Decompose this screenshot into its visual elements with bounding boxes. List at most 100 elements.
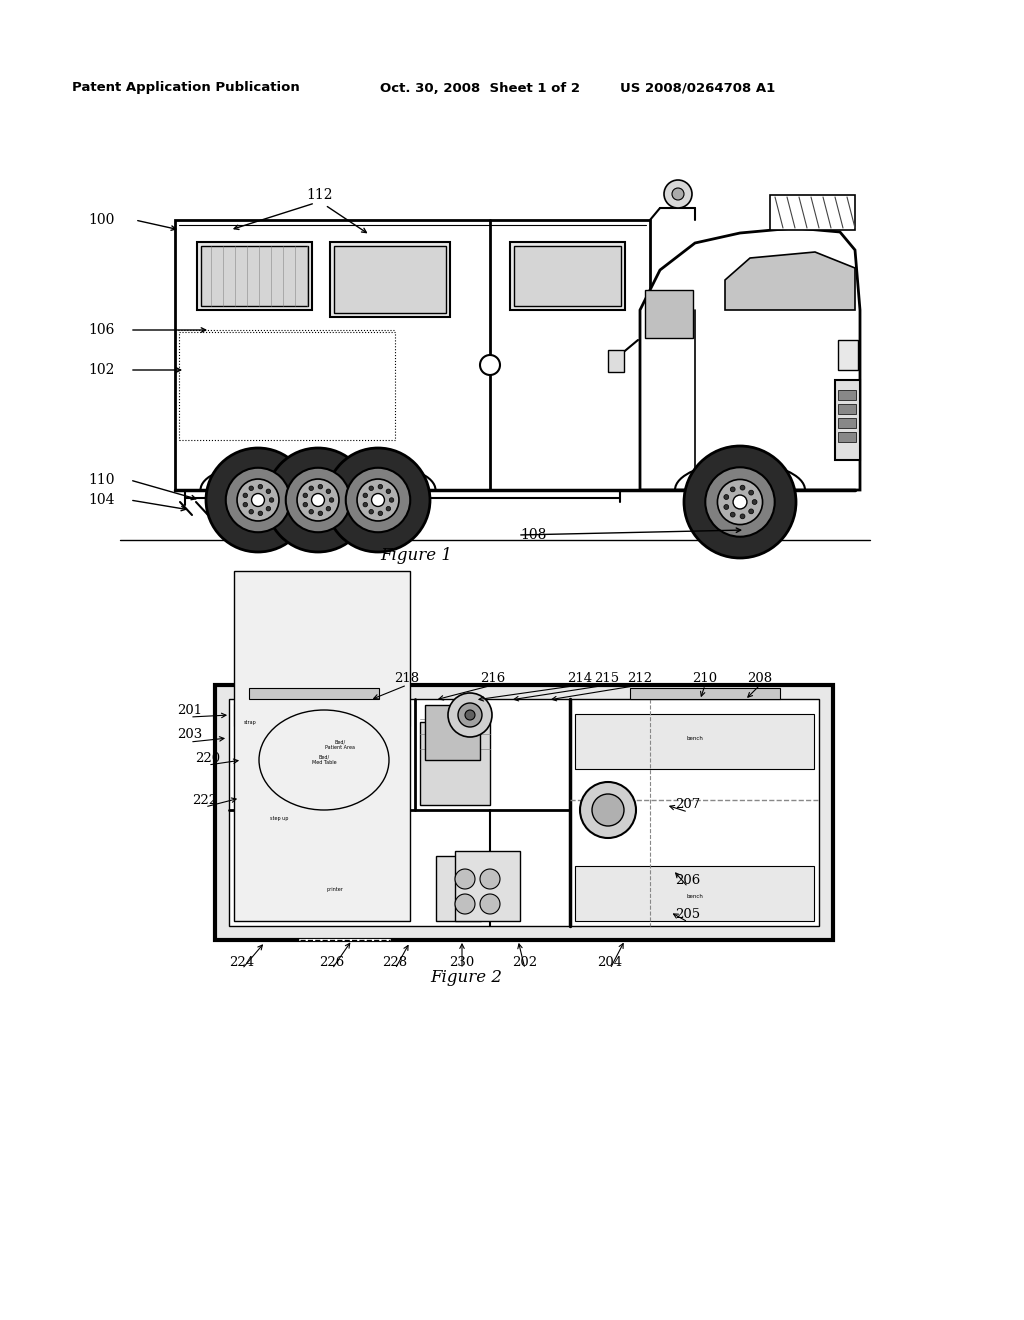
Circle shape xyxy=(455,894,475,913)
Bar xyxy=(838,418,856,428)
Text: Bed/
Med Table: Bed/ Med Table xyxy=(311,755,336,766)
Circle shape xyxy=(753,499,757,504)
Circle shape xyxy=(326,488,331,494)
Text: 110: 110 xyxy=(88,473,115,487)
Bar xyxy=(249,688,379,700)
Text: US 2008/0264708 A1: US 2008/0264708 A1 xyxy=(620,82,775,95)
Text: Bed/
Patient Area: Bed/ Patient Area xyxy=(325,739,355,750)
Circle shape xyxy=(266,488,270,494)
Text: 216: 216 xyxy=(480,672,506,685)
Bar xyxy=(575,866,814,921)
Circle shape xyxy=(249,510,254,513)
Bar xyxy=(838,341,858,370)
Bar xyxy=(179,333,395,440)
Text: 100: 100 xyxy=(89,213,115,227)
Circle shape xyxy=(740,486,745,490)
Circle shape xyxy=(318,511,323,516)
Circle shape xyxy=(369,486,374,491)
Circle shape xyxy=(326,507,331,511)
Circle shape xyxy=(309,486,313,491)
Circle shape xyxy=(303,494,307,498)
Bar xyxy=(330,242,450,317)
Circle shape xyxy=(724,504,729,510)
Text: strap: strap xyxy=(244,719,257,725)
Text: Oct. 30, 2008  Sheet 1 of 2: Oct. 30, 2008 Sheet 1 of 2 xyxy=(380,82,580,95)
Circle shape xyxy=(740,513,745,519)
Bar xyxy=(835,380,860,459)
Bar xyxy=(608,350,624,372)
Circle shape xyxy=(372,494,384,507)
Text: 222: 222 xyxy=(193,793,217,807)
Bar xyxy=(770,195,855,230)
Circle shape xyxy=(266,447,370,552)
Bar xyxy=(630,688,780,700)
Circle shape xyxy=(364,503,368,507)
Text: 202: 202 xyxy=(512,956,538,969)
Circle shape xyxy=(297,479,339,521)
Circle shape xyxy=(357,479,399,521)
Text: 102: 102 xyxy=(89,363,115,378)
Circle shape xyxy=(749,490,754,495)
Text: Patent Application Publication: Patent Application Publication xyxy=(72,82,300,95)
Circle shape xyxy=(449,693,492,737)
Circle shape xyxy=(730,487,735,492)
Circle shape xyxy=(672,187,684,201)
Text: 230: 230 xyxy=(450,956,475,969)
Text: 104: 104 xyxy=(88,492,115,507)
Text: bench: bench xyxy=(686,894,702,899)
Circle shape xyxy=(249,486,254,491)
Circle shape xyxy=(749,510,754,513)
Circle shape xyxy=(378,484,383,488)
Bar xyxy=(645,290,693,338)
Text: 201: 201 xyxy=(177,704,203,717)
Circle shape xyxy=(330,498,334,502)
Circle shape xyxy=(389,498,394,502)
Circle shape xyxy=(206,447,310,552)
Bar xyxy=(197,242,312,310)
Circle shape xyxy=(706,467,775,537)
Circle shape xyxy=(346,467,411,532)
Bar xyxy=(234,704,410,726)
Circle shape xyxy=(266,507,270,511)
Bar xyxy=(436,855,481,921)
Circle shape xyxy=(733,495,746,510)
Circle shape xyxy=(369,510,374,513)
Circle shape xyxy=(269,498,273,502)
Circle shape xyxy=(480,894,500,913)
Circle shape xyxy=(309,510,313,513)
Circle shape xyxy=(286,467,350,532)
Circle shape xyxy=(318,484,323,488)
Text: 212: 212 xyxy=(628,672,652,685)
Text: 108: 108 xyxy=(520,528,547,543)
Circle shape xyxy=(592,795,624,826)
Text: 220: 220 xyxy=(196,751,220,764)
Bar xyxy=(510,242,625,310)
Circle shape xyxy=(664,180,692,209)
Circle shape xyxy=(237,479,279,521)
Text: 207: 207 xyxy=(676,799,700,812)
Text: 112: 112 xyxy=(307,187,333,202)
Text: Figure 1: Figure 1 xyxy=(380,546,452,564)
Bar xyxy=(455,851,520,921)
Text: step up: step up xyxy=(269,816,288,821)
Circle shape xyxy=(718,479,763,524)
Circle shape xyxy=(243,494,248,498)
Circle shape xyxy=(252,494,264,507)
Circle shape xyxy=(311,494,325,507)
Bar xyxy=(234,572,410,921)
Text: 215: 215 xyxy=(595,672,620,685)
Circle shape xyxy=(386,507,390,511)
Text: 226: 226 xyxy=(319,956,345,969)
Circle shape xyxy=(243,503,248,507)
Text: 228: 228 xyxy=(382,956,408,969)
Bar xyxy=(514,246,621,306)
Bar xyxy=(229,700,819,927)
Bar xyxy=(215,685,833,940)
Bar xyxy=(420,722,490,805)
Text: 214: 214 xyxy=(567,672,593,685)
Text: 210: 210 xyxy=(692,672,718,685)
Bar xyxy=(838,389,856,400)
Circle shape xyxy=(580,781,636,838)
Text: 203: 203 xyxy=(177,729,203,742)
Text: 205: 205 xyxy=(676,908,700,921)
